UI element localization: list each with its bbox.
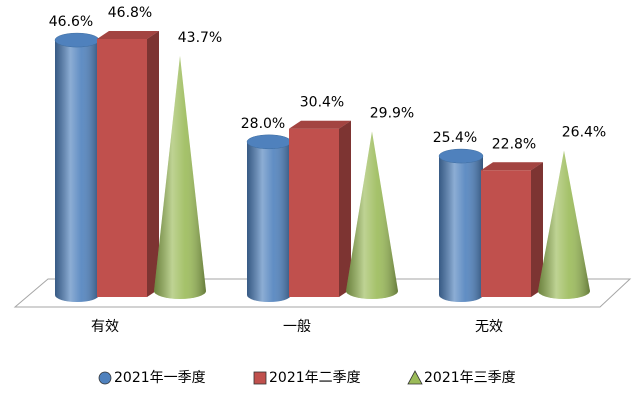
legend-label: 2021年一季度 xyxy=(114,370,206,386)
legend-marker xyxy=(98,371,112,385)
cylinder-shade xyxy=(55,40,99,303)
cylinder-top xyxy=(54,32,100,48)
bar xyxy=(97,31,159,298)
box-top xyxy=(289,120,351,129)
value-label: 22.8% xyxy=(492,136,536,152)
legend-marker xyxy=(253,371,267,385)
value-label: 28.0% xyxy=(241,116,285,132)
bar xyxy=(154,55,206,299)
cone-shade xyxy=(346,131,398,299)
cone-shade xyxy=(538,150,590,299)
legend-label: 2021年二季度 xyxy=(269,370,361,386)
box-top-shade xyxy=(481,162,543,171)
box-front xyxy=(289,128,339,297)
box-top-shade xyxy=(289,120,351,129)
bar xyxy=(54,32,100,303)
cylinder-shade xyxy=(247,141,291,302)
box-top xyxy=(481,162,543,171)
cylinder-top xyxy=(246,134,292,150)
box-front xyxy=(481,170,531,297)
value-label: 30.4% xyxy=(300,95,344,111)
box-side-shade xyxy=(339,120,351,297)
box-side-shade xyxy=(147,31,159,298)
box-side xyxy=(147,31,159,298)
box-top-shade xyxy=(97,31,159,40)
value-label: 46.6% xyxy=(49,14,93,30)
value-label: 46.8% xyxy=(108,5,152,21)
bar xyxy=(538,150,590,299)
value-label: 43.7% xyxy=(178,30,222,46)
legend-label: 2021年三季度 xyxy=(424,370,516,386)
box-front xyxy=(97,39,147,298)
value-label: 29.9% xyxy=(370,105,414,121)
cylinder-top xyxy=(438,148,484,164)
bar xyxy=(289,120,351,297)
bar xyxy=(481,162,543,297)
legend-marker xyxy=(407,370,423,385)
cone-shade xyxy=(154,55,206,299)
box-top xyxy=(97,31,159,40)
bar xyxy=(246,134,292,302)
bar xyxy=(438,148,484,302)
cylinder-shade xyxy=(439,156,483,302)
x-tick-label: 一般 xyxy=(283,319,311,335)
x-tick-label: 有效 xyxy=(91,319,119,335)
box-side-shade xyxy=(531,162,543,297)
value-label: 26.4% xyxy=(562,125,606,141)
box-side xyxy=(339,120,351,297)
x-tick-label: 无效 xyxy=(475,319,503,335)
box-side xyxy=(531,162,543,297)
bar xyxy=(346,131,398,299)
value-label: 25.4% xyxy=(433,130,477,146)
